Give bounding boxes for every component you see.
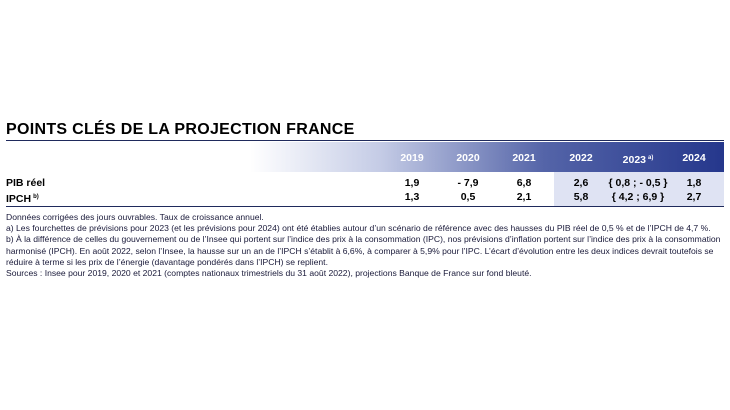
column-header-2019: 2019: [400, 152, 424, 164]
table-cell: 2,1: [516, 191, 532, 203]
note-general: Données corrigées des jours ouvrables. T…: [6, 212, 264, 222]
title-divider: [6, 140, 724, 141]
page-title: POINTS CLÉS DE LA PROJECTION FRANCE: [6, 121, 355, 138]
projection-shading: [554, 172, 724, 206]
note-b: b) À la différence de celles du gouverne…: [6, 234, 721, 267]
column-header-2020: 2020: [456, 152, 480, 164]
table-cell: - 7,9: [457, 177, 479, 189]
table-header-band: [6, 142, 724, 172]
table-cell: { 0,8 ; - 0,5 }: [608, 177, 668, 189]
table-bottom-rule: [6, 206, 724, 207]
table-cell: 5,8: [573, 191, 589, 203]
row-label-ipch: IPCH b): [6, 193, 39, 205]
note-a: a) Les fourchettes de prévisions pour 20…: [6, 223, 711, 234]
table-cell: 1,3: [404, 191, 420, 203]
table-cell: 0,5: [460, 191, 476, 203]
column-header-2024: 2024: [682, 152, 706, 164]
table-cell: 6,8: [516, 177, 532, 189]
footnote-marker: a): [648, 155, 654, 161]
table-cell: { 4,2 ; 6,9 }: [611, 191, 665, 203]
table-cell: 1,9: [404, 177, 420, 189]
table-cell: 1,8: [686, 177, 702, 189]
footnote-marker: b): [33, 194, 39, 200]
table-cell: 2,7: [686, 191, 702, 203]
note-sources: Sources : Insee pour 2019, 2020 et 2021 …: [6, 268, 532, 279]
table-cell: 2,6: [573, 177, 589, 189]
column-header-2021: 2021: [512, 152, 536, 164]
column-header-2022: 2022: [569, 152, 593, 164]
row-label-pib: PIB réel: [6, 177, 46, 189]
footnotes: Données corrigées des jours ouvrables. T…: [6, 212, 726, 279]
column-header-2023: 2023 a): [622, 154, 654, 166]
